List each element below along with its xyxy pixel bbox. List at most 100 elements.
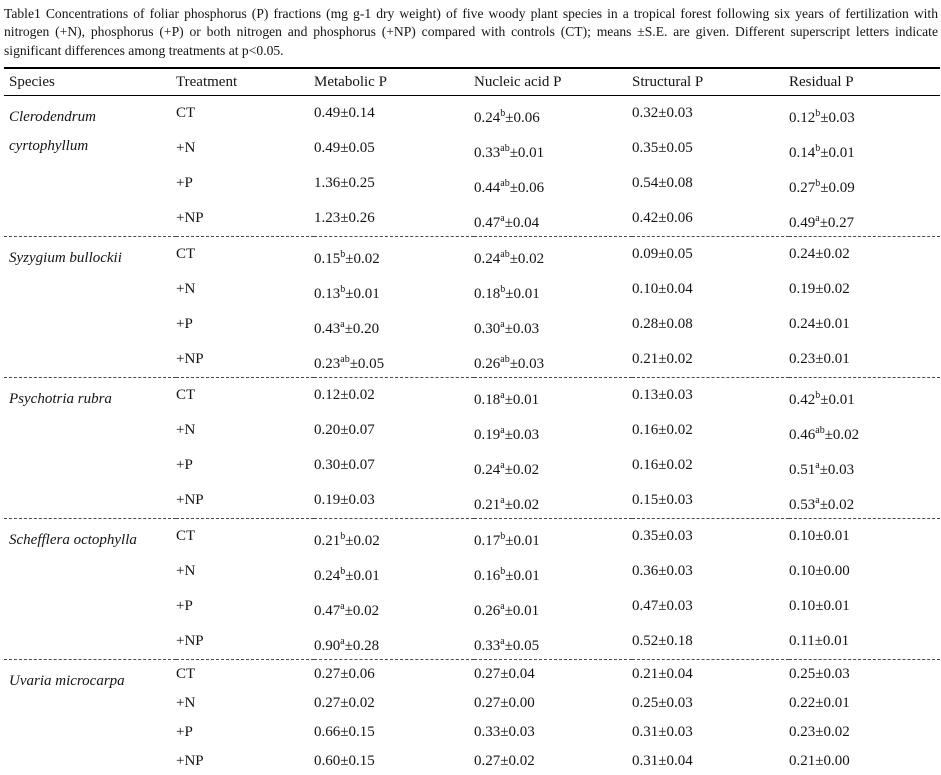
table-row: +NP 0.60±0.15 0.27±0.02 0.31±0.04 0.21±0.00 bbox=[4, 747, 940, 775]
table-caption: Table1 Concentrations of foliar phosphor… bbox=[4, 6, 938, 58]
table-row: +P 1.36±0.25 0.44ab±0.06 0.54±0.08 0.27b±0.0… bbox=[4, 166, 940, 201]
value-cell: 0.25±0.03 bbox=[789, 659, 940, 690]
treatment-cell: +NP bbox=[176, 492, 204, 509]
value-cell: 1.36±0.25 bbox=[314, 175, 375, 192]
value-cell: 0.43a±0.20 bbox=[314, 319, 380, 338]
treatment-cell: +NP bbox=[176, 351, 204, 368]
value-cell: 0.23±0.01 bbox=[789, 351, 850, 368]
value-cell: 0.52±0.18 bbox=[632, 633, 693, 650]
species-name: Syzygium bullockii bbox=[4, 236, 176, 378]
table-row: +NP 0.90a±0.28 0.33a±0.05 0.52±0.18 0.11±0.0… bbox=[4, 624, 940, 660]
treatment-cell: +N bbox=[176, 422, 196, 439]
value-cell: 0.09±0.05 bbox=[632, 236, 789, 273]
value-cell: 0.27±0.00 bbox=[474, 695, 535, 712]
value-cell: 0.10±0.00 bbox=[789, 563, 850, 580]
treatment-cell: +N bbox=[176, 281, 196, 298]
value-cell: 0.20±0.07 bbox=[314, 422, 375, 439]
value-cell: 0.19±0.03 bbox=[314, 492, 375, 509]
table-row: +NP 0.19±0.03 0.21a±0.02 0.15±0.03 0.53a±0.0… bbox=[4, 483, 940, 519]
value-cell: 0.21b±0.02 bbox=[314, 518, 474, 555]
table-row: Schefflera octophylla CT 0.21b±0.02 0.17b±0… bbox=[4, 518, 940, 660]
value-cell: 0.21±0.02 bbox=[632, 351, 693, 368]
value-cell: 0.24a±0.02 bbox=[474, 460, 540, 479]
header-row: Species Treatment Metabolic P Nucleic ac… bbox=[4, 67, 940, 97]
table-row: +N 0.27±0.02 0.27±0.00 0.25±0.03 0.22±0.01 bbox=[4, 689, 940, 718]
value-cell: 0.13b±0.01 bbox=[314, 284, 380, 303]
treatment-cell: +P bbox=[176, 457, 193, 474]
value-cell: 0.33a±0.05 bbox=[474, 636, 540, 655]
treatment-cell: CT bbox=[176, 105, 196, 122]
value-cell: 0.33ab±0.01 bbox=[474, 143, 545, 162]
value-cell: 0.27±0.02 bbox=[474, 753, 535, 770]
table-row: +P 0.30±0.07 0.24a±0.02 0.16±0.02 0.51a±0.03 bbox=[4, 448, 940, 483]
value-cell: 0.18b±0.01 bbox=[474, 284, 540, 303]
value-cell: 1.23±0.26 bbox=[314, 210, 375, 227]
value-cell: 0.23±0.02 bbox=[789, 724, 850, 741]
value-cell: 0.18a±0.01 bbox=[474, 377, 632, 414]
table-row: Psychotria rubra CT 0.12±0.02 0.18a±0.01 0.1… bbox=[4, 377, 940, 519]
column-header-nucleic-acid-p: Nucleic acid P bbox=[474, 67, 632, 97]
treatment-cell: +NP bbox=[176, 633, 204, 650]
table-row: +P 0.66±0.15 0.33±0.03 0.31±0.03 0.23±0.02 bbox=[4, 718, 940, 747]
value-cell: 0.12b±0.03 bbox=[789, 108, 855, 127]
value-cell: 0.24b±0.06 bbox=[474, 108, 540, 127]
table-row: Syzygium bullockii CT 0.15b±0.02 0.24ab±0.0… bbox=[4, 236, 940, 378]
treatment-cell: +P bbox=[176, 598, 193, 615]
value-cell: 0.27±0.04 bbox=[474, 659, 632, 690]
value-cell: 0.12±0.02 bbox=[314, 377, 474, 414]
species-name: Schefflera octophylla bbox=[4, 518, 176, 660]
value-cell: 0.22±0.01 bbox=[789, 695, 850, 712]
value-cell: 0.24±0.02 bbox=[789, 236, 940, 273]
value-cell: 0.31±0.03 bbox=[632, 724, 693, 741]
column-header-treatment: Treatment bbox=[176, 67, 314, 97]
value-cell: 0.10±0.01 bbox=[789, 598, 850, 615]
value-cell: 0.36±0.03 bbox=[632, 563, 693, 580]
value-cell: 0.13±0.03 bbox=[632, 377, 789, 414]
value-cell: 0.46ab±0.02 bbox=[789, 425, 860, 444]
treatment-cell: CT bbox=[176, 377, 314, 414]
column-header-structural-p: Structural P bbox=[632, 67, 789, 97]
table-header: Species Treatment Metabolic P Nucleic ac… bbox=[4, 67, 940, 97]
value-cell: 0.27±0.02 bbox=[314, 695, 375, 712]
value-cell: 0.16±0.02 bbox=[632, 422, 693, 439]
value-cell: 0.10±0.01 bbox=[789, 518, 940, 555]
value-cell: 0.42b±0.01 bbox=[789, 377, 940, 414]
value-cell: 0.27±0.06 bbox=[314, 659, 474, 690]
value-cell: 0.49a±0.27 bbox=[789, 213, 855, 232]
value-cell: 0.17b±0.01 bbox=[474, 518, 632, 555]
value-cell: 0.49±0.14 bbox=[314, 105, 375, 122]
value-cell: 0.51a±0.03 bbox=[789, 460, 855, 479]
value-cell: 0.21±0.04 bbox=[632, 659, 789, 690]
species-name: Uvaria microcarpa bbox=[4, 659, 176, 775]
treatment-cell: +NP bbox=[176, 753, 204, 770]
value-cell: 0.90a±0.28 bbox=[314, 636, 380, 655]
value-cell: 0.47±0.03 bbox=[632, 598, 693, 615]
value-cell: 0.19a±0.03 bbox=[474, 425, 540, 444]
value-cell: 0.53a±0.02 bbox=[789, 495, 855, 514]
treatment-cell: +N bbox=[176, 563, 196, 580]
value-cell: 0.49±0.05 bbox=[314, 140, 375, 157]
value-cell: 0.24ab±0.02 bbox=[474, 236, 632, 273]
treatment-cell: CT bbox=[176, 236, 314, 273]
species-name: Psychotria rubra bbox=[4, 377, 176, 519]
value-cell: 0.31±0.04 bbox=[632, 753, 693, 770]
value-cell: 0.47a±0.04 bbox=[474, 213, 540, 232]
table-row: Clerodendrum cyrtophyllum CT 0.49±0.14 0.24… bbox=[4, 96, 940, 154]
value-cell: 0.42±0.06 bbox=[632, 210, 693, 227]
value-cell: 0.26a±0.01 bbox=[474, 601, 540, 620]
value-cell: 0.10±0.04 bbox=[632, 281, 693, 298]
table-row: +N 0.13b±0.01 0.18b±0.01 0.10±0.04 0.19±0.02 bbox=[4, 272, 940, 307]
value-cell: 0.11±0.01 bbox=[789, 633, 850, 650]
column-header-species: Species bbox=[4, 67, 176, 97]
table-row: +P 0.47a±0.02 0.26a±0.01 0.47±0.03 0.10±0.01 bbox=[4, 589, 940, 624]
value-cell: 0.24b±0.01 bbox=[314, 566, 380, 585]
treatment-cell: +P bbox=[176, 316, 193, 333]
value-cell: 0.60±0.15 bbox=[314, 753, 375, 770]
value-cell: 0.30±0.07 bbox=[314, 457, 375, 474]
value-cell: 0.15b±0.02 bbox=[314, 236, 474, 273]
value-cell: 0.24±0.01 bbox=[789, 316, 850, 333]
value-cell: 0.21±0.00 bbox=[789, 753, 850, 770]
value-cell: 0.66±0.15 bbox=[314, 724, 375, 741]
column-header-residual-p: Residual P bbox=[789, 67, 940, 97]
table-row: +P 0.43a±0.20 0.30a±0.03 0.28±0.08 0.24±0.01 bbox=[4, 307, 940, 342]
